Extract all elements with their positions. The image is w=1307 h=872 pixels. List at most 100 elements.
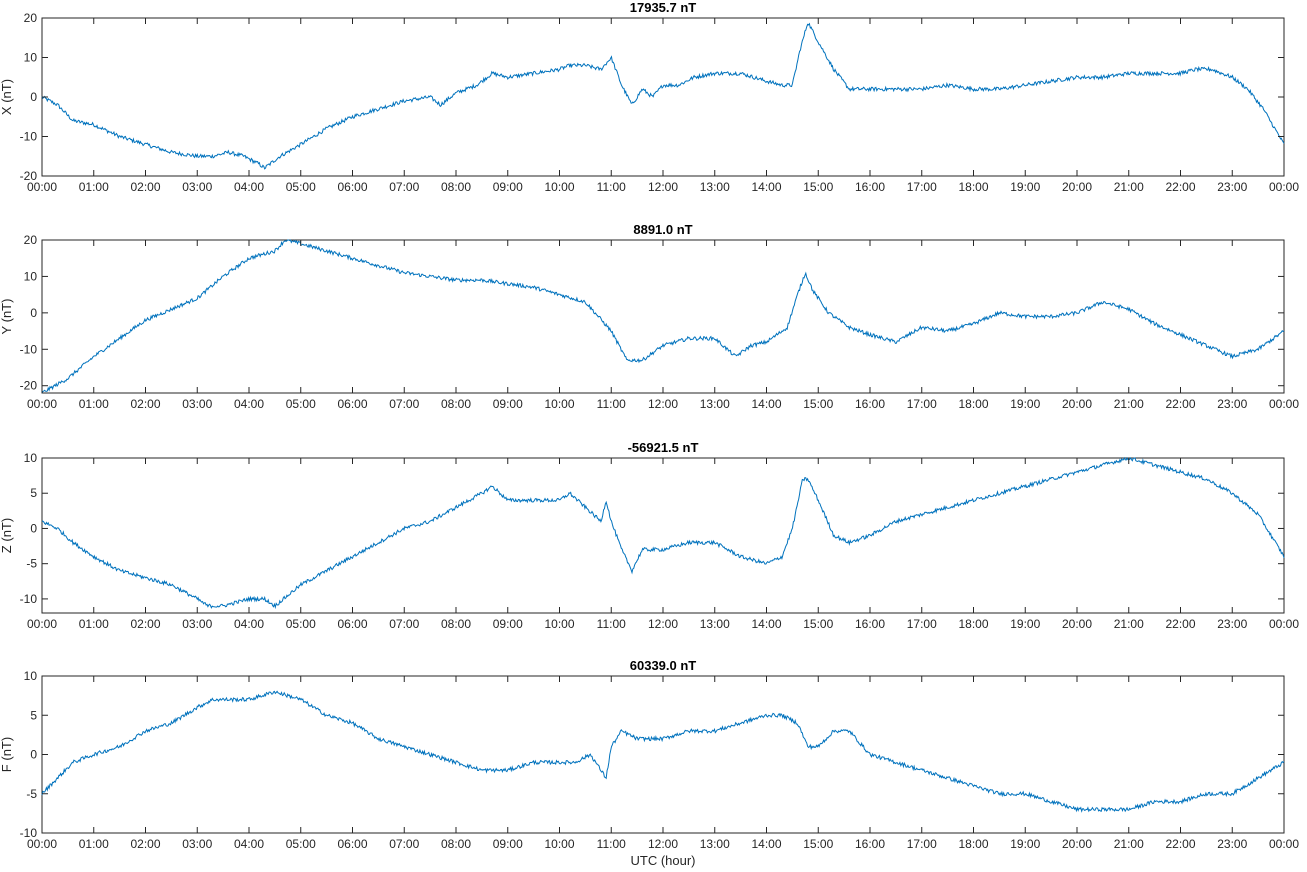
x-tick-label: 23:00 xyxy=(1217,617,1247,631)
y-tick-label: 0 xyxy=(30,90,37,104)
series-line xyxy=(41,690,1285,813)
x-tick-label: 07:00 xyxy=(389,180,419,194)
x-tick-label: 19:00 xyxy=(1010,617,1040,631)
x-tick-label: 00:00 xyxy=(27,837,57,851)
x-tick-label: 08:00 xyxy=(441,837,471,851)
y-axis-label: F (nT) xyxy=(0,737,14,772)
x-tick-label: 22:00 xyxy=(1165,837,1195,851)
x-tick-label: 18:00 xyxy=(958,397,988,411)
x-tick-label: 04:00 xyxy=(234,617,264,631)
y-tick-label: 20 xyxy=(24,11,38,25)
x-axis-label: UTC (hour) xyxy=(630,853,695,868)
y-axis-label: X (nT) xyxy=(0,79,14,115)
y-tick-label: 0 xyxy=(30,306,37,320)
x-tick-label: 11:00 xyxy=(597,617,626,631)
x-tick-label: 00:00 xyxy=(27,617,57,631)
x-tick-label: 13:00 xyxy=(700,837,730,851)
x-tick-label: 17:00 xyxy=(907,837,937,851)
y-tick-label: -5 xyxy=(26,557,37,571)
x-tick-label: 10:00 xyxy=(544,397,574,411)
x-tick-label: 14:00 xyxy=(751,180,781,194)
x-tick-label: 17:00 xyxy=(907,397,937,411)
x-tick-label: 00:00 xyxy=(1269,397,1299,411)
x-tick-label: 22:00 xyxy=(1165,180,1195,194)
x-tick-label: 11:00 xyxy=(597,180,626,194)
panel-x: 00:00 01:00 02:00 03:00 04:00 05:00 06:00 07:00… xyxy=(0,0,1299,194)
series-line xyxy=(41,22,1285,170)
plot-area xyxy=(41,239,1285,394)
x-tick-label: 23:00 xyxy=(1217,837,1247,851)
x-tick-label: 02:00 xyxy=(130,180,160,194)
x-tick-label: 16:00 xyxy=(855,397,885,411)
y-axis-label: Y (nT) xyxy=(0,299,14,335)
x-tick-label: 06:00 xyxy=(337,397,367,411)
x-tick-label: 04:00 xyxy=(234,397,264,411)
x-tick-label: 12:00 xyxy=(648,837,678,851)
x-tick-label: 15:00 xyxy=(803,837,833,851)
y-tick-label: -5 xyxy=(26,787,37,801)
x-tick-label: 13:00 xyxy=(700,617,730,631)
x-tick-label: 20:00 xyxy=(1062,180,1092,194)
x-tick-label: 14:00 xyxy=(751,837,781,851)
x-tick-label: 20:00 xyxy=(1062,397,1092,411)
plot-area xyxy=(41,457,1285,614)
x-tick-label: 00:00 xyxy=(27,180,57,194)
x-tick-label: 10:00 xyxy=(544,180,574,194)
x-tick-label: 15:00 xyxy=(803,397,833,411)
x-tick-label: 07:00 xyxy=(389,837,419,851)
panel-y: 00:00 01:00 02:00 03:00 04:00 05:00 06:00 07:00… xyxy=(0,222,1299,411)
x-tick-label: 01:00 xyxy=(79,837,109,851)
x-tick-label: 00:00 xyxy=(1269,837,1299,851)
x-tick-label: 22:00 xyxy=(1165,617,1195,631)
x-tick-label: 00:00 xyxy=(1269,617,1299,631)
panel-title: 60339.0 nT xyxy=(630,658,697,673)
x-tick-label: 10:00 xyxy=(544,837,574,851)
y-tick-label: 10 xyxy=(24,51,38,65)
panel-z: 00:00 01:00 02:00 03:00 04:00 05:00 06:00 07:00… xyxy=(0,440,1299,631)
y-tick-label: 10 xyxy=(24,669,38,683)
x-tick-label: 21:00 xyxy=(1114,397,1144,411)
x-tick-label: 09:00 xyxy=(493,837,523,851)
x-tick-label: 06:00 xyxy=(337,180,367,194)
plot-area xyxy=(41,675,1285,834)
x-tick-label: 11:00 xyxy=(597,397,626,411)
y-tick-label: 20 xyxy=(24,233,38,247)
x-tick-label: 08:00 xyxy=(441,397,471,411)
y-tick-label: 0 xyxy=(30,748,37,762)
x-tick-label: 05:00 xyxy=(286,837,316,851)
x-tick-label: 05:00 xyxy=(286,397,316,411)
x-tick-label: 13:00 xyxy=(700,180,730,194)
x-tick-label: 09:00 xyxy=(493,617,523,631)
x-tick-label: 09:00 xyxy=(493,397,523,411)
x-tick-label: 03:00 xyxy=(182,617,212,631)
x-tick-label: 05:00 xyxy=(286,180,316,194)
series-line xyxy=(41,239,1285,394)
x-tick-label: 07:00 xyxy=(389,397,419,411)
x-tick-label: 23:00 xyxy=(1217,397,1247,411)
y-tick-label: 5 xyxy=(30,486,37,500)
x-tick-label: 00:00 xyxy=(1269,180,1299,194)
x-tick-label: 18:00 xyxy=(958,617,988,631)
y-tick-label: 10 xyxy=(24,451,38,465)
x-tick-label: 01:00 xyxy=(79,397,109,411)
x-tick-label: 02:00 xyxy=(130,837,160,851)
x-tick-label: 03:00 xyxy=(182,180,212,194)
x-tick-label: 07:00 xyxy=(389,617,419,631)
x-tick-label: 19:00 xyxy=(1010,837,1040,851)
y-axis-label: Z (nT) xyxy=(0,518,14,553)
x-tick-label: 04:00 xyxy=(234,180,264,194)
x-tick-label: 01:00 xyxy=(79,180,109,194)
x-tick-label: 04:00 xyxy=(234,837,264,851)
y-tick-label: -10 xyxy=(20,130,38,144)
x-tick-label: 01:00 xyxy=(79,617,109,631)
x-tick-label: 13:00 xyxy=(700,397,730,411)
x-tick-label: 18:00 xyxy=(958,837,988,851)
x-tick-label: 14:00 xyxy=(751,617,781,631)
x-tick-label: 14:00 xyxy=(751,397,781,411)
x-tick-label: 02:00 xyxy=(130,617,160,631)
plot-area xyxy=(41,17,1285,177)
x-tick-label: 15:00 xyxy=(803,180,833,194)
series-line xyxy=(41,456,1285,610)
x-tick-label: 12:00 xyxy=(648,617,678,631)
